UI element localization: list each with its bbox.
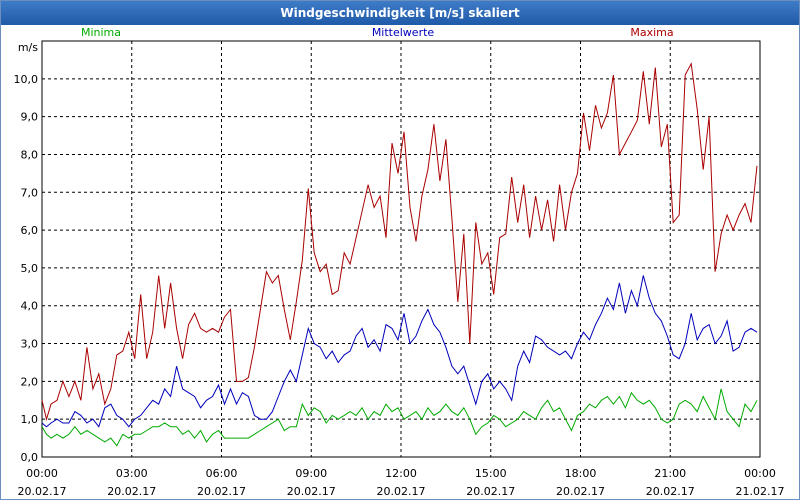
- legend-mittelwerte: Mittelwerte: [372, 26, 435, 39]
- x-tick-time: 03:00: [116, 467, 148, 480]
- x-tick-date: 20.02.17: [646, 485, 695, 498]
- plot-area: [41, 40, 761, 458]
- x-tick-date: 20.02.17: [107, 485, 156, 498]
- y-tick-label: 5,0: [21, 262, 39, 275]
- wind-speed-chart: 0,0 1,0 2,0 3,0 4,0 5,0 6,0 7,0 8,0 9,0 10,0 m/s 00:…: [14, 26, 785, 498]
- y-tick-label: 1,0: [21, 413, 39, 426]
- x-tick-time: 21:00: [654, 467, 686, 480]
- x-tick-date: 20.02.17: [18, 485, 67, 498]
- series-line-mittelwerte: [41, 275, 758, 428]
- y-tick-label: 4,0: [21, 300, 39, 313]
- x-tick-date: 20.02.17: [197, 485, 246, 498]
- x-tick-time: 15:00: [475, 467, 507, 480]
- legend-maxima: Maxima: [630, 26, 673, 39]
- x-tick-date: 20.02.17: [466, 485, 515, 498]
- y-axis-label: m/s: [18, 41, 38, 54]
- x-tick-time: 09:00: [295, 467, 327, 480]
- x-tick-time: 00:00: [744, 467, 776, 480]
- x-tick-date: 20.02.17: [377, 485, 426, 498]
- y-tick-label: 7,0: [21, 186, 39, 199]
- x-tick-time: 18:00: [565, 467, 597, 480]
- x-tick-date: 20.02.17: [556, 485, 605, 498]
- y-tick-label: 9,0: [21, 111, 39, 124]
- series-line-minima: [41, 388, 758, 447]
- x-tick-time: 00:00: [26, 467, 58, 480]
- y-tick-label: 2,0: [21, 375, 39, 388]
- y-tick-label: 8,0: [21, 148, 39, 161]
- y-tick-label: 0,0: [21, 451, 39, 464]
- y-tick-label: 10,0: [14, 73, 39, 86]
- x-tick-time: 06:00: [206, 467, 238, 480]
- y-tick-label: 3,0: [21, 338, 39, 351]
- x-tick-date: 21.02.17: [736, 485, 785, 498]
- x-tick-date: 20.02.17: [287, 485, 336, 498]
- legend-minima: Minima: [81, 26, 121, 39]
- chart-title: Windgeschwindigkeit [m/s] skaliert: [1, 1, 799, 25]
- series-line-maxima: [41, 62, 758, 422]
- y-tick-label: 6,0: [21, 224, 39, 237]
- x-tick-time: 12:00: [385, 467, 417, 480]
